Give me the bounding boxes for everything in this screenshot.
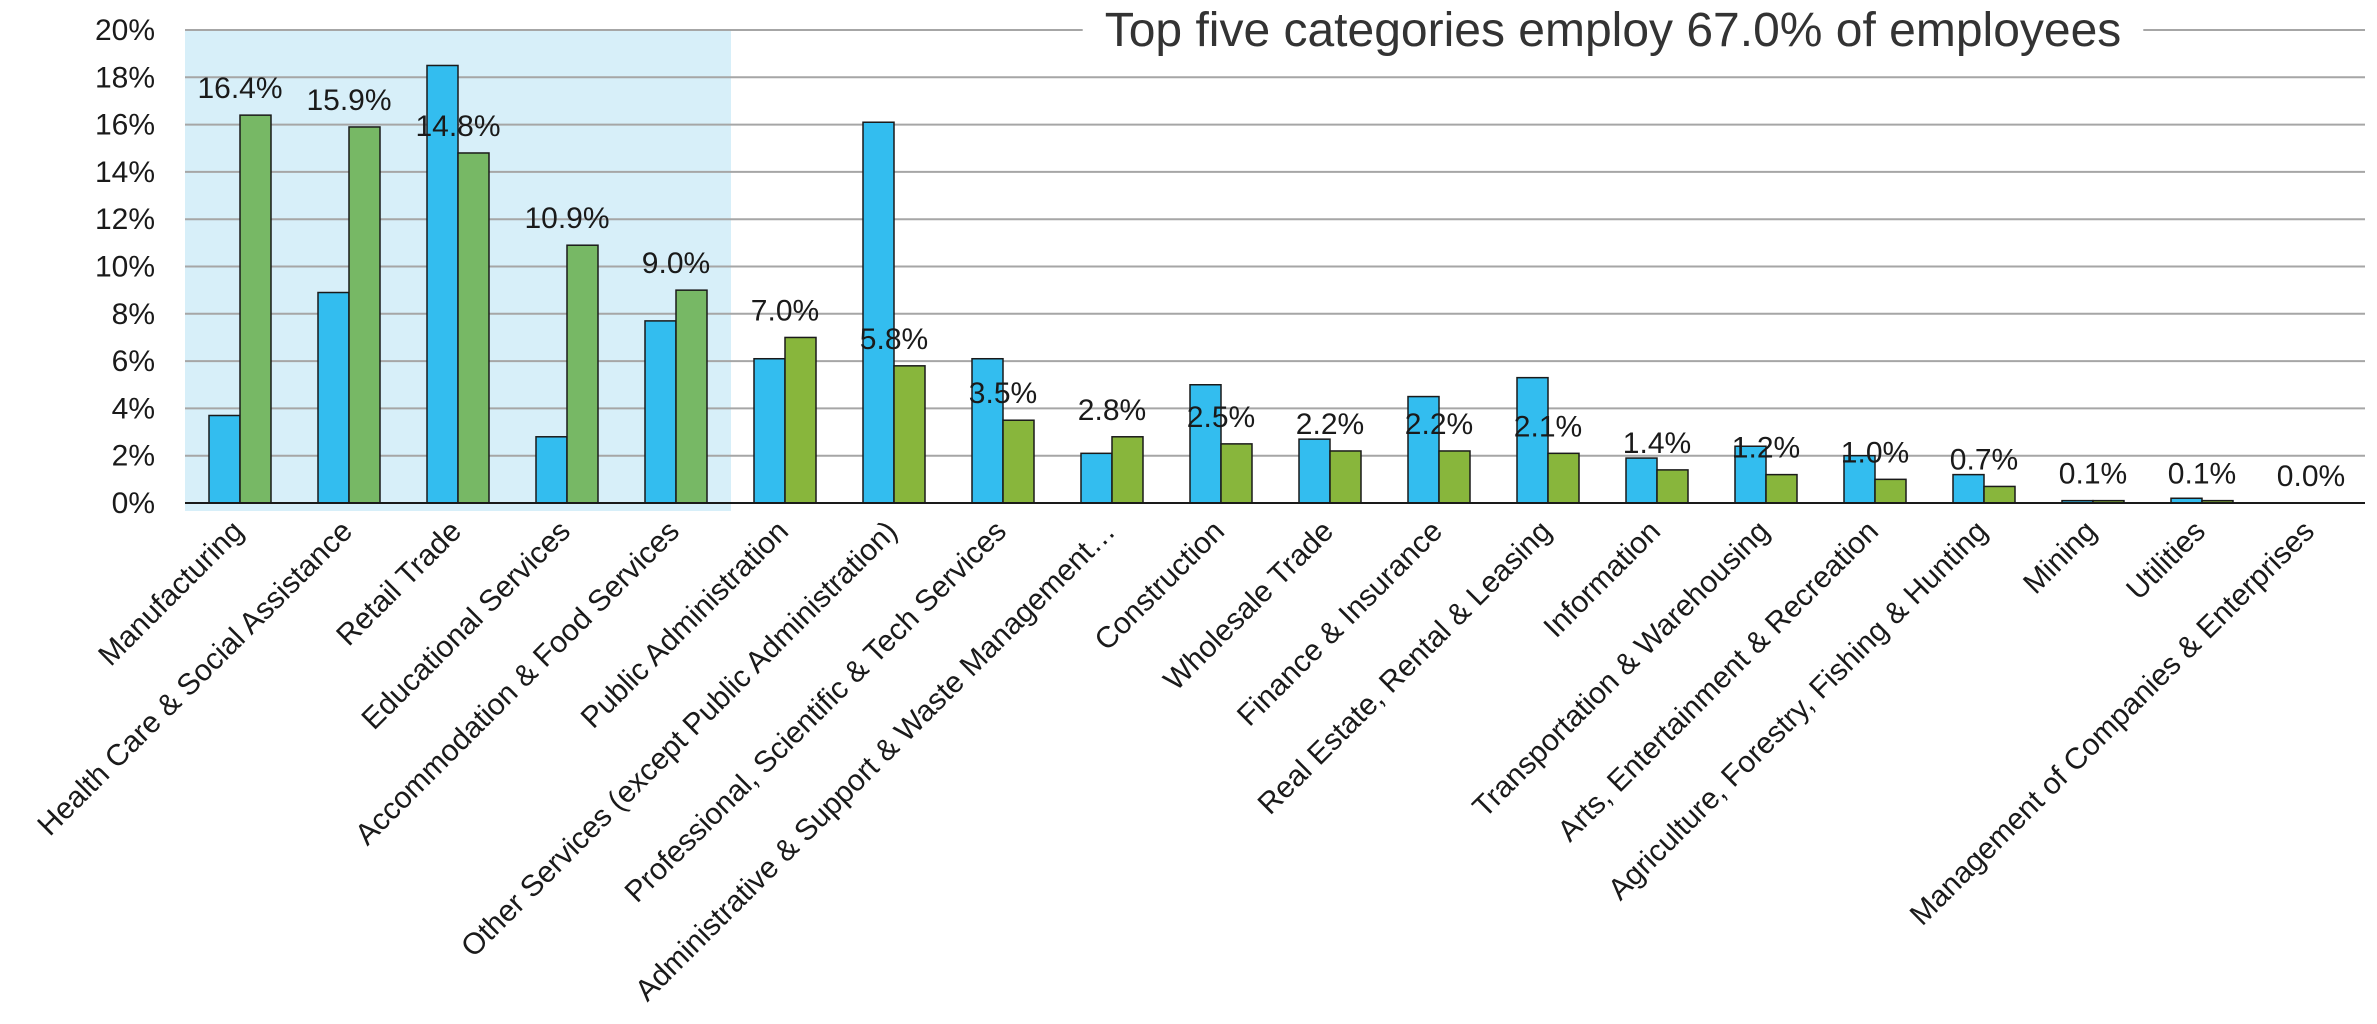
bar-series-2 (1656, 469, 1689, 504)
y-tick-label: 6% (112, 345, 155, 378)
bar-series-1 (753, 357, 786, 504)
data-label: 2.1% (1514, 410, 1582, 443)
bar-series-2 (1874, 478, 1907, 504)
x-category-label: Mining (2017, 515, 2103, 601)
data-label: 0.0% (2277, 460, 2345, 493)
y-tick-label: 2% (112, 440, 155, 473)
data-label: 2.2% (1405, 408, 1473, 441)
bar-series-2 (1002, 419, 1035, 504)
data-label: 2.8% (1078, 394, 1146, 427)
bar-series-1 (317, 291, 350, 504)
data-label: 2.5% (1187, 401, 1255, 434)
bar-series-1 (862, 121, 895, 504)
bar-series-2 (1983, 485, 2016, 504)
x-category-label: Agriculture, Forestry, Fishing & Hunting (1602, 515, 1994, 907)
data-label: 15.9% (306, 84, 391, 117)
y-tick-label: 4% (112, 392, 155, 425)
data-label: 0.7% (1950, 443, 2018, 476)
bar-series-2 (675, 289, 708, 504)
bar-series-2 (1329, 450, 1362, 504)
bar-series-2 (239, 114, 272, 504)
bar-series-2 (1220, 443, 1253, 504)
data-label: 14.8% (415, 110, 500, 143)
bar-series-1 (1189, 384, 1222, 504)
bar-series-1 (1625, 457, 1658, 504)
y-tick-label: 12% (95, 203, 155, 236)
chart-title: Top five categories employ 67.0% of empl… (1105, 4, 2122, 57)
bar-series-1 (208, 414, 241, 504)
y-tick-label: 18% (95, 61, 155, 94)
bar-series-2 (1547, 452, 1580, 504)
data-label: 7.0% (751, 294, 819, 327)
bar-series-2 (457, 152, 490, 504)
x-category-label: Finance & Insurance (1231, 515, 1449, 733)
bar-series-1 (1298, 438, 1331, 504)
data-label: 3.5% (969, 377, 1037, 410)
bar-series-1 (1080, 452, 1113, 504)
data-label: 10.9% (524, 202, 609, 235)
chart-title-background (1082, 8, 2144, 52)
data-label: 9.0% (642, 247, 710, 280)
bar-series-1 (1843, 454, 1876, 504)
x-category-label: Professional, Scientific & Tech Services (619, 515, 1013, 909)
data-label: 2.2% (1296, 408, 1364, 441)
bar-series-2 (1111, 436, 1144, 504)
bar-series-1 (644, 320, 677, 504)
y-tick-label: 16% (95, 109, 155, 142)
y-tick-label: 14% (95, 156, 155, 189)
data-label: 0.1% (2168, 458, 2236, 491)
y-tick-label: 0% (112, 487, 155, 520)
data-label: 0.1% (2059, 458, 2127, 491)
bar-series-2 (566, 244, 599, 504)
y-tick-label: 8% (112, 298, 155, 331)
bar-series-2 (348, 126, 381, 504)
y-tick-label: 10% (95, 251, 155, 284)
data-label: 1.4% (1623, 427, 1691, 460)
y-tick-label: 20% (95, 14, 155, 47)
x-category-label: Utilities (2120, 515, 2212, 607)
bar-series-2 (1438, 450, 1471, 504)
x-category-label: Public Administration (575, 515, 795, 735)
data-label: 1.2% (1732, 432, 1800, 465)
bar-series-2 (784, 336, 817, 504)
bar-series-2 (1765, 473, 1798, 504)
x-category-label: Educational Services (356, 515, 577, 736)
x-category-label: Management of Companies & Enterprises (1904, 515, 2321, 932)
bar-series-1 (1516, 376, 1549, 504)
data-label: 5.8% (860, 323, 928, 356)
data-label: 16.4% (197, 72, 282, 105)
bar-series-1 (535, 436, 568, 504)
bar-series-1 (1952, 473, 1985, 504)
data-label: 1.0% (1841, 436, 1909, 469)
bar-series-2 (893, 365, 926, 504)
